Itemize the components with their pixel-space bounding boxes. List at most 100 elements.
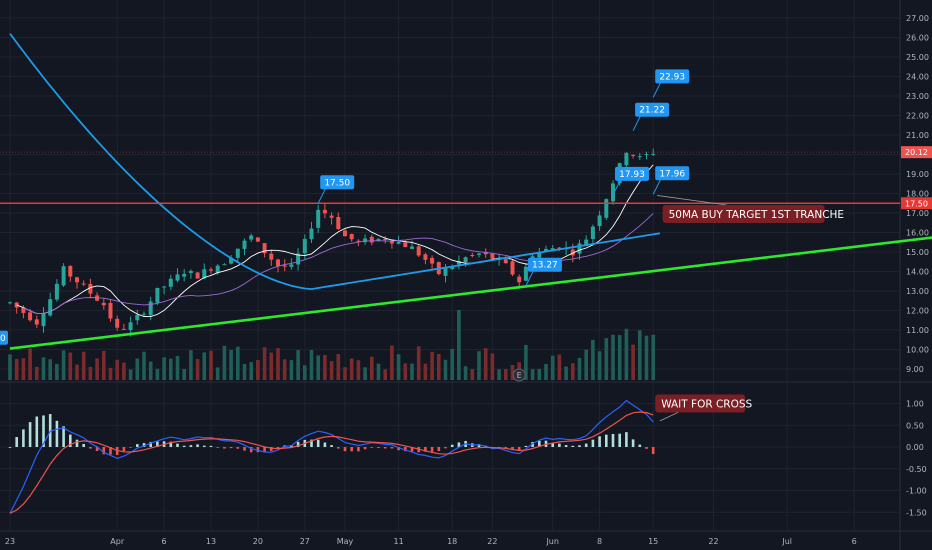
candle-body: [54, 283, 59, 300]
candle-body: [255, 237, 260, 242]
volume-bar: [437, 353, 441, 380]
macd-histogram-bar: [189, 445, 193, 447]
time-tick-label: 15: [648, 537, 658, 546]
macd-histogram-bar: [216, 447, 219, 448]
macd-histogram-bar: [457, 442, 461, 447]
candle-body: [456, 260, 461, 265]
candle-body: [309, 228, 314, 240]
volume-bar: [490, 353, 495, 380]
volume-bar: [483, 348, 488, 380]
volume-bar: [61, 350, 66, 380]
time-tick-label: 23: [5, 537, 15, 546]
volume-bar: [128, 369, 133, 380]
macd-histogram-bar: [182, 445, 186, 447]
volume-bar: [148, 361, 153, 380]
candle-body: [470, 255, 475, 257]
candle-body: [215, 265, 220, 273]
volume-bar: [423, 363, 428, 380]
macd-histogram-bar: [524, 445, 528, 447]
macd-tick-label: 1.00: [906, 400, 924, 409]
candle-body: [249, 235, 254, 240]
time-tick-label: Apr: [110, 537, 125, 546]
volume-bar: [296, 350, 300, 380]
macd-tick-label: -0.50: [906, 465, 927, 474]
candle-body: [61, 266, 66, 286]
volume-bar: [343, 367, 347, 380]
volume-bar: [195, 358, 200, 380]
macd-histogram-bar: [69, 434, 72, 447]
macd-histogram-bar: [605, 434, 608, 447]
macd-histogram-bar: [89, 447, 92, 449]
macd-histogram-bar: [8, 447, 12, 448]
candle-body: [75, 277, 79, 283]
volume-bar: [544, 363, 548, 380]
macd-histogram-bar: [584, 443, 588, 447]
time-tick-label: 11: [394, 537, 404, 546]
macd-histogram-bar: [404, 447, 407, 452]
macd-histogram-bar: [296, 441, 300, 447]
time-tick-label: 8: [597, 537, 602, 546]
candle-body: [383, 238, 388, 241]
last-price-tag: 20.12: [905, 148, 928, 157]
candle-body: [289, 264, 294, 267]
candle-body: [537, 251, 542, 258]
event-marker: [512, 368, 526, 382]
callout-pointer: [652, 178, 662, 195]
volume-bar: [477, 351, 481, 380]
macd-tick-label: 0.00: [906, 443, 924, 452]
volume-bar: [457, 310, 461, 380]
candle-body: [590, 226, 595, 240]
candle-body: [269, 253, 274, 260]
macd-histogram-bar: [645, 447, 648, 449]
macd-histogram-bar: [176, 443, 179, 447]
event-marker-label: E: [517, 371, 522, 380]
macd-histogram-bar: [316, 439, 320, 447]
macd-histogram-bar: [95, 447, 99, 451]
candle-body: [21, 307, 26, 314]
volume-bar: [530, 369, 535, 380]
volume-bar: [269, 352, 274, 380]
volume-bar: [48, 359, 52, 380]
volume-bar: [242, 363, 247, 380]
macd-histogram-bar: [229, 447, 233, 449]
candle-body: [101, 302, 106, 306]
candle-body: [296, 253, 301, 265]
candle-body: [597, 215, 602, 227]
macd-line: [9, 399, 654, 514]
callout-pointer: [317, 187, 327, 204]
candle-body: [356, 240, 361, 242]
volume-bar: [470, 369, 475, 380]
macd-histogram-bar: [370, 447, 374, 448]
volume-bar: [524, 345, 528, 380]
candle-body: [329, 215, 334, 218]
volume-bar: [403, 363, 408, 380]
volume-bar: [8, 354, 12, 380]
macd-histogram-bar: [337, 447, 340, 449]
volume-bar: [349, 358, 354, 380]
price-tick-label: 23.00: [906, 92, 929, 101]
candle-body: [222, 264, 227, 266]
macd-histogram-bar: [444, 447, 447, 449]
time-tick-label: 6: [162, 537, 167, 546]
price-tick-label: 19.00: [906, 170, 929, 179]
macd-histogram-bar: [450, 444, 454, 447]
volume-bar: [604, 338, 609, 380]
candle-body: [463, 257, 468, 263]
volume-bar: [289, 360, 294, 380]
macd-histogram-bar: [511, 447, 514, 451]
candle-body: [282, 265, 287, 267]
candle-body: [128, 322, 133, 330]
overlays: [0, 151, 932, 350]
candle-body: [523, 266, 528, 281]
callout-pointer: [612, 178, 622, 196]
macd-histogram-bar: [598, 436, 601, 447]
volume-bar: [249, 362, 253, 380]
macd-histogram-bar: [196, 444, 199, 447]
axes: 9.00 10.00 11.00 12.00 13.00 14.00 15.00 16.00 1…: [5, 14, 932, 546]
macd-histogram-bar: [55, 420, 59, 447]
candle-body: [503, 259, 508, 264]
candle-body: [155, 287, 160, 303]
